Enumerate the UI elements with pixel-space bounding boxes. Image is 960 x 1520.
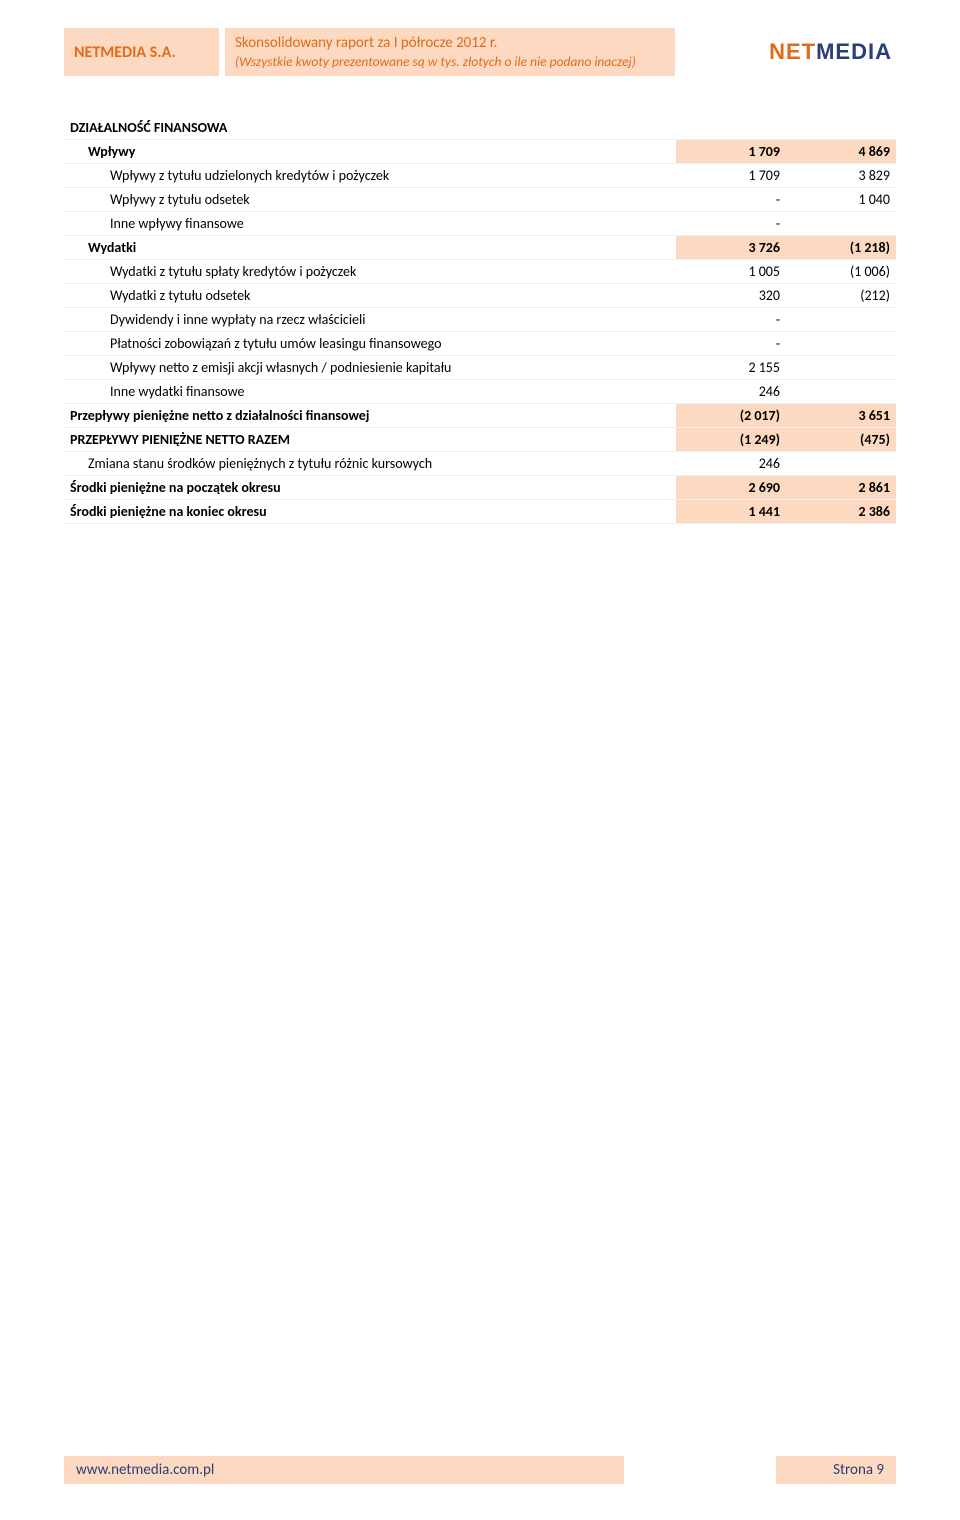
row-label: PRZEPŁYWY PIENIĘŻNE NETTO RAZEM bbox=[64, 428, 676, 452]
row-label: Środki pieniężne na początek okresu bbox=[64, 476, 676, 500]
row-label: DZIAŁALNOŚĆ FINANSOWA bbox=[64, 116, 676, 140]
footer-url: www.netmedia.com.pl bbox=[64, 1456, 624, 1484]
table-row: Dywidendy i inne wypłaty na rzecz właści… bbox=[64, 308, 896, 332]
row-label: Inne wydatki finansowe bbox=[64, 380, 676, 404]
row-value-2: (212) bbox=[786, 284, 896, 308]
table-row: Środki pieniężne na początek okresu2 690… bbox=[64, 476, 896, 500]
table-row: DZIAŁALNOŚĆ FINANSOWA bbox=[64, 116, 896, 140]
row-label: Środki pieniężne na koniec okresu bbox=[64, 500, 676, 524]
row-value-1: 1 005 bbox=[676, 260, 786, 284]
row-label: Inne wpływy finansowe bbox=[64, 212, 676, 236]
footer-page: Strona 9 bbox=[776, 1456, 896, 1484]
row-value-1: 1 441 bbox=[676, 500, 786, 524]
table-row: Przepływy pieniężne netto z działalności… bbox=[64, 404, 896, 428]
row-value-1: 320 bbox=[676, 284, 786, 308]
table-row: Wydatki z tytułu odsetek320(212) bbox=[64, 284, 896, 308]
table-row: Inne wpływy finansowe- bbox=[64, 212, 896, 236]
row-value-2 bbox=[786, 308, 896, 332]
table-row: Wydatki3 726(1 218) bbox=[64, 236, 896, 260]
row-value-2: 1 040 bbox=[786, 188, 896, 212]
row-value-1 bbox=[676, 116, 786, 140]
row-value-1: 2 155 bbox=[676, 356, 786, 380]
table-row: Zmiana stanu środków pieniężnych z tytuł… bbox=[64, 452, 896, 476]
row-label: Wydatki z tytułu odsetek bbox=[64, 284, 676, 308]
table-row: Inne wydatki finansowe246 bbox=[64, 380, 896, 404]
table-row: Wpływy1 7094 869 bbox=[64, 140, 896, 164]
row-value-2 bbox=[786, 116, 896, 140]
row-value-1: 1 709 bbox=[676, 140, 786, 164]
page-footer: www.netmedia.com.pl Strona 9 bbox=[64, 1456, 896, 1484]
row-label: Dywidendy i inne wypłaty na rzecz właści… bbox=[64, 308, 676, 332]
row-label: Wpływy netto z emisji akcji własnych / p… bbox=[64, 356, 676, 380]
logo-net: NET bbox=[769, 39, 816, 64]
row-value-2: 2 861 bbox=[786, 476, 896, 500]
row-label: Wydatki bbox=[64, 236, 676, 260]
row-value-2: 3 651 bbox=[786, 404, 896, 428]
row-label: Płatności zobowiązań z tytułu umów leasi… bbox=[64, 332, 676, 356]
row-value-1: - bbox=[676, 308, 786, 332]
row-label: Wpływy bbox=[64, 140, 676, 164]
row-value-2: (1 218) bbox=[786, 236, 896, 260]
row-value-2: 2 386 bbox=[786, 500, 896, 524]
row-value-1: (1 249) bbox=[676, 428, 786, 452]
row-value-2 bbox=[786, 212, 896, 236]
logo-media: MEDIA bbox=[816, 39, 892, 64]
row-value-2 bbox=[786, 356, 896, 380]
table-row: Środki pieniężne na koniec okresu1 4412 … bbox=[64, 500, 896, 524]
company-name: NETMEDIA S.A. bbox=[74, 43, 176, 62]
row-value-2: 4 869 bbox=[786, 140, 896, 164]
report-subtitle: (Wszystkie kwoty prezentowane są w tys. … bbox=[235, 53, 665, 70]
row-value-1: 1 709 bbox=[676, 164, 786, 188]
row-value-2 bbox=[786, 332, 896, 356]
row-value-1: 3 726 bbox=[676, 236, 786, 260]
row-value-1: (2 017) bbox=[676, 404, 786, 428]
row-value-1: 2 690 bbox=[676, 476, 786, 500]
row-label: Wpływy z tytułu udzielonych kredytów i p… bbox=[64, 164, 676, 188]
row-value-2 bbox=[786, 380, 896, 404]
row-label: Zmiana stanu środków pieniężnych z tytuł… bbox=[64, 452, 676, 476]
table-row: Wpływy z tytułu odsetek-1 040 bbox=[64, 188, 896, 212]
row-value-2: (475) bbox=[786, 428, 896, 452]
table-row: PRZEPŁYWY PIENIĘŻNE NETTO RAZEM(1 249)(4… bbox=[64, 428, 896, 452]
row-value-2 bbox=[786, 452, 896, 476]
report-title: Skonsolidowany raport za I półrocze 2012… bbox=[235, 34, 665, 52]
row-value-1: - bbox=[676, 188, 786, 212]
row-value-1: 246 bbox=[676, 380, 786, 404]
row-value-2: 3 829 bbox=[786, 164, 896, 188]
company-name-box: NETMEDIA S.A. bbox=[64, 28, 219, 76]
financial-table: DZIAŁALNOŚĆ FINANSOWAWpływy1 7094 869Wpł… bbox=[64, 116, 896, 524]
report-title-box: Skonsolidowany raport za I półrocze 2012… bbox=[225, 28, 675, 76]
table-row: Wydatki z tytułu spłaty kredytów i pożyc… bbox=[64, 260, 896, 284]
table-row: Wpływy netto z emisji akcji własnych / p… bbox=[64, 356, 896, 380]
row-label: Przepływy pieniężne netto z działalności… bbox=[64, 404, 676, 428]
row-value-2: (1 006) bbox=[786, 260, 896, 284]
row-value-1: 246 bbox=[676, 452, 786, 476]
page-header: NETMEDIA S.A. Skonsolidowany raport za I… bbox=[64, 28, 896, 76]
table-row: Wpływy z tytułu udzielonych kredytów i p… bbox=[64, 164, 896, 188]
row-label: Wydatki z tytułu spłaty kredytów i pożyc… bbox=[64, 260, 676, 284]
logo: NETMEDIA bbox=[681, 28, 896, 76]
row-label: Wpływy z tytułu odsetek bbox=[64, 188, 676, 212]
row-value-1: - bbox=[676, 332, 786, 356]
table-row: Płatności zobowiązań z tytułu umów leasi… bbox=[64, 332, 896, 356]
row-value-1: - bbox=[676, 212, 786, 236]
